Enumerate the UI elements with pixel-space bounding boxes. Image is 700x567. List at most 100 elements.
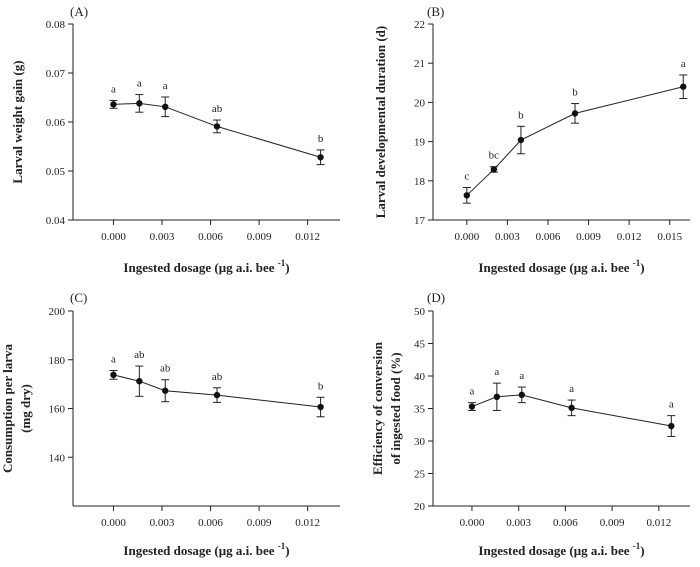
x-axis-title-close: ) bbox=[285, 543, 289, 558]
y-tick-label: 35 bbox=[414, 404, 426, 416]
y-tick-label: 0.08 bbox=[46, 19, 66, 31]
y-tick-label: 18 bbox=[414, 176, 426, 188]
data-point bbox=[568, 404, 575, 412]
x-tick-label: 0.003 bbox=[495, 231, 520, 243]
x-tick-label: 0.006 bbox=[536, 231, 561, 243]
x-tick-label: 0.000 bbox=[101, 231, 126, 243]
x-axis-title-close: ) bbox=[640, 543, 644, 558]
y-tick-label: 40 bbox=[414, 371, 426, 383]
x-axis-title: Ingested dosage (μg a.i. bee -1) bbox=[123, 541, 289, 558]
x-axis-title-main: Ingested dosage (μg a.i. bee bbox=[478, 543, 632, 558]
data-point bbox=[490, 166, 498, 173]
y-tick-label: 0.05 bbox=[46, 166, 66, 178]
x-tick-label: 0.006 bbox=[553, 517, 578, 529]
x-tick-label: 0.009 bbox=[247, 517, 272, 529]
y-tick-label: 0.07 bbox=[46, 68, 66, 80]
significance-label: a bbox=[111, 83, 116, 95]
significance-label: a bbox=[569, 383, 574, 395]
significance-label: ab bbox=[212, 371, 223, 383]
significance-label: c bbox=[464, 170, 469, 182]
y-tick-label: 17 bbox=[414, 215, 426, 227]
y-tick-label: 0.06 bbox=[46, 117, 66, 129]
x-tick-label: 0.012 bbox=[646, 517, 671, 529]
data-point bbox=[317, 403, 324, 411]
panel-b: (B) 17 18 19 20 21 22 0.000 0.003 0.006 0.009 0.012… bbox=[373, 4, 690, 275]
y-tick-label: 45 bbox=[414, 339, 426, 351]
x-tick-label: 0.003 bbox=[150, 517, 175, 529]
y-axis-title-line2: of ingested food (%) bbox=[388, 352, 403, 464]
x-axis-title-main: Ingested dosage (μg a.i. bee bbox=[478, 260, 632, 275]
x-tick-label: 0.009 bbox=[247, 231, 272, 243]
y-tick-label: 21 bbox=[414, 58, 425, 70]
y-tick-label: 19 bbox=[414, 137, 426, 149]
data-point bbox=[493, 393, 501, 400]
x-tick-label: 0.006 bbox=[198, 517, 223, 529]
data-point bbox=[110, 101, 117, 108]
x-tick-label: 0.009 bbox=[576, 231, 601, 243]
data-point bbox=[680, 83, 687, 90]
y-tick-label: 140 bbox=[49, 452, 66, 464]
x-tick-label: 0.015 bbox=[657, 231, 682, 243]
series-line bbox=[466, 86, 684, 196]
panel-d: (D) 20 25 30 35 40 45 50 0.000 0.003 0.006 0.009 0.0… bbox=[370, 290, 690, 558]
significance-label: a bbox=[669, 399, 674, 411]
panel-label: (C) bbox=[70, 290, 87, 305]
x-axis-title: Ingested dosage (μg a.i. bee -1) bbox=[478, 258, 644, 275]
y-axis-title-line2: (mg dry) bbox=[18, 384, 33, 433]
significance-label: a bbox=[494, 366, 499, 378]
y-tick-label: 200 bbox=[49, 306, 66, 318]
x-axis-title-superscript: -1 bbox=[278, 258, 286, 268]
data-point bbox=[468, 403, 476, 410]
x-axis-title-close: ) bbox=[640, 260, 644, 275]
y-axis-title: Larval developmental duration (d) bbox=[373, 26, 388, 218]
x-tick-label: 0.003 bbox=[150, 231, 175, 243]
x-axis-title: Ingested dosage (μg a.i. bee -1) bbox=[478, 541, 644, 558]
significance-label: a bbox=[111, 353, 116, 365]
data-point bbox=[213, 123, 221, 130]
significance-label: a bbox=[469, 386, 474, 398]
y-tick-label: 180 bbox=[49, 355, 66, 367]
x-tick-label: 0.009 bbox=[600, 517, 625, 529]
y-tick-label: 20 bbox=[414, 501, 426, 513]
significance-label: ab bbox=[160, 363, 171, 375]
significance-label: bc bbox=[489, 150, 500, 162]
x-tick-label: 0.003 bbox=[506, 517, 531, 529]
x-tick-label: 0.000 bbox=[101, 517, 126, 529]
panel-label: (D) bbox=[427, 290, 445, 305]
x-axis-title-main: Ingested dosage (μg a.i. bee bbox=[123, 543, 277, 558]
data-point bbox=[463, 192, 471, 199]
y-axis-title: Efficiency of conversion bbox=[370, 341, 385, 475]
x-tick-label: 0.012 bbox=[295, 517, 320, 529]
data-point bbox=[162, 103, 169, 111]
x-tick-label: 0.000 bbox=[454, 231, 479, 243]
x-axis-title-main: Ingested dosage (μg a.i. bee bbox=[123, 260, 277, 275]
data-point bbox=[668, 422, 675, 430]
data-point bbox=[517, 136, 525, 144]
significance-label: a bbox=[137, 78, 142, 90]
x-axis-title-superscript: -1 bbox=[633, 541, 641, 551]
data-point bbox=[136, 100, 143, 107]
x-axis-title-close: ) bbox=[285, 260, 289, 275]
x-tick-label: 0.000 bbox=[460, 517, 485, 529]
significance-label: b bbox=[572, 87, 578, 99]
panel-a: (A) 0.04 0.05 0.06 0.07 0.08 0.000 0.003 0.006 0.… bbox=[10, 4, 340, 275]
x-tick-label: 0.012 bbox=[295, 231, 320, 243]
data-point bbox=[213, 391, 221, 399]
panel-c: (C) 140 160 180 200 0.000 0.003 0.006 0.009 0.012… bbox=[0, 290, 340, 558]
x-axis-title-superscript: -1 bbox=[633, 258, 641, 268]
data-point bbox=[110, 371, 117, 379]
y-axis-title: Consumption per larva bbox=[0, 343, 15, 473]
significance-label: a bbox=[681, 58, 686, 70]
significance-label: b bbox=[518, 109, 524, 121]
y-tick-label: 30 bbox=[414, 436, 426, 448]
y-tick-label: 160 bbox=[49, 404, 66, 416]
x-tick-label: 0.012 bbox=[617, 231, 642, 243]
significance-label: a bbox=[163, 80, 168, 92]
y-axis-title: Larval weight gain (g) bbox=[10, 60, 25, 183]
x-axis-title: Ingested dosage (μg a.i. bee -1) bbox=[123, 258, 289, 275]
y-tick-label: 50 bbox=[414, 306, 426, 318]
panel-label: (A) bbox=[70, 4, 88, 19]
y-tick-label: 22 bbox=[414, 19, 425, 31]
y-tick-label: 0.04 bbox=[46, 215, 66, 227]
